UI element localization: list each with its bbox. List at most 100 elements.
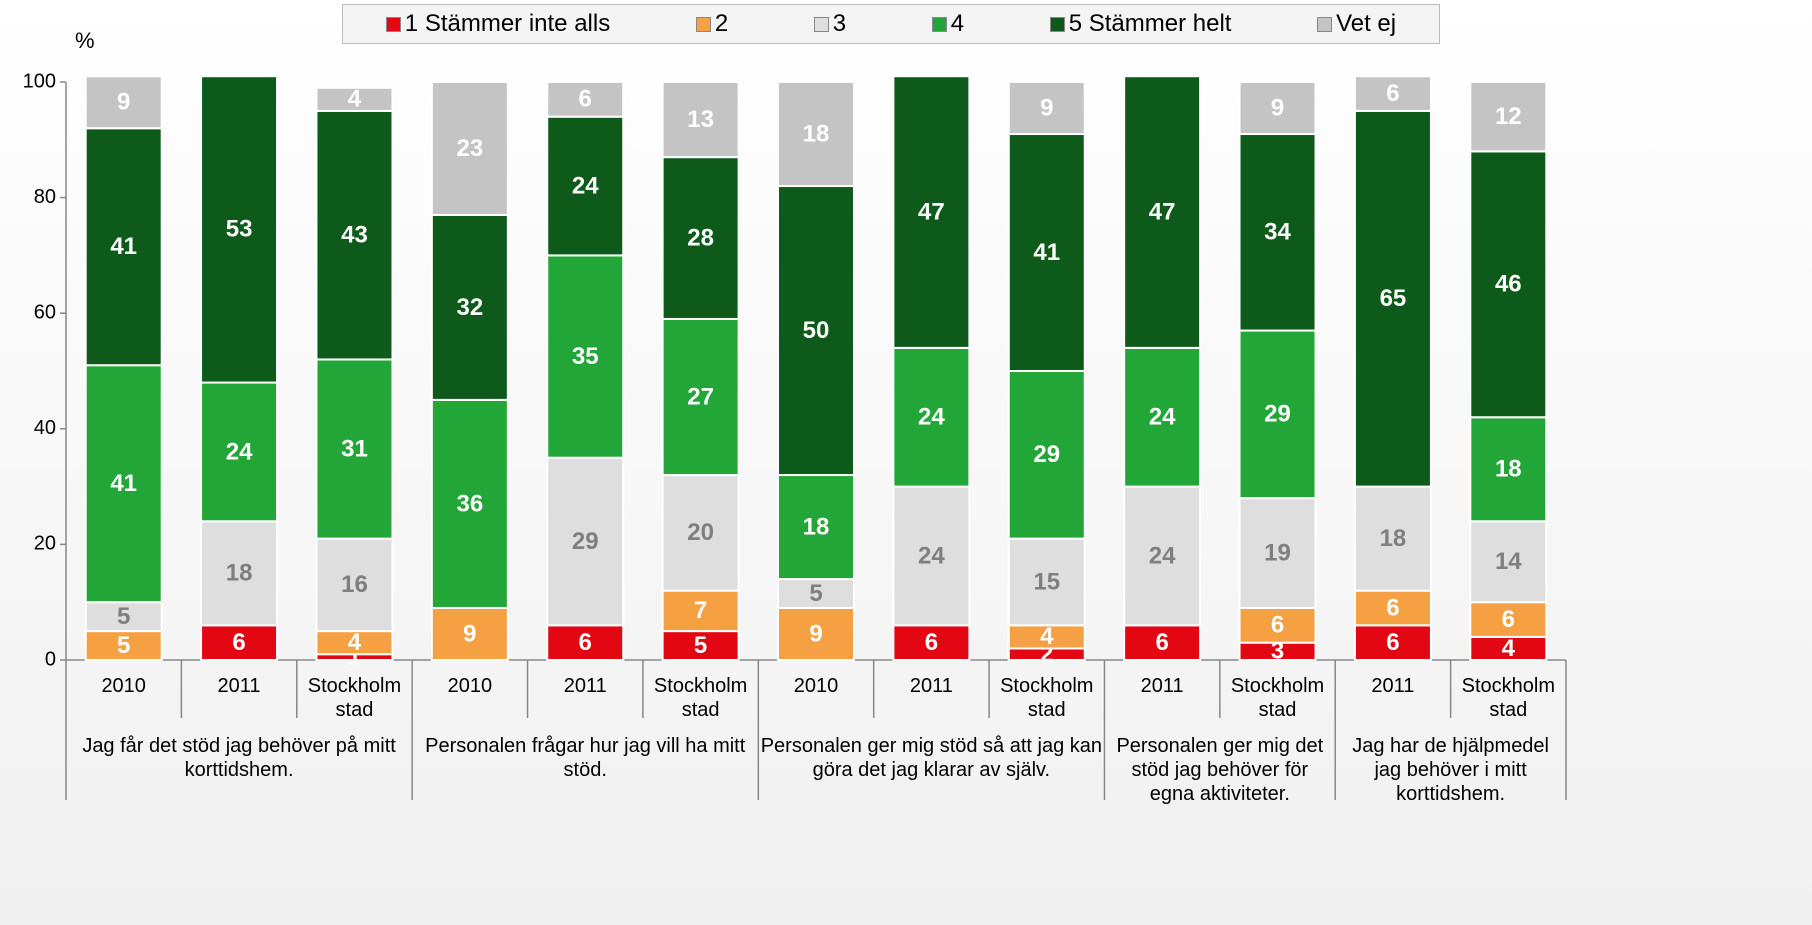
data-label: 6 xyxy=(579,629,592,656)
data-label: 6 xyxy=(579,86,592,113)
data-label: 34 xyxy=(1264,219,1291,246)
y-tick-label: 20 xyxy=(34,533,56,555)
data-label: 36 xyxy=(456,490,483,517)
data-label: 5 xyxy=(809,580,822,607)
x-tick-label: 2010 xyxy=(793,675,839,697)
data-label: 9 xyxy=(463,620,476,647)
x-tick-label: 2011 xyxy=(1371,675,1415,697)
x-tick-label: Stockholm stad xyxy=(1461,675,1555,721)
bar-segment xyxy=(430,606,509,661)
data-label: 24 xyxy=(572,172,599,199)
data-label: 43 xyxy=(341,222,368,249)
bar-segment xyxy=(200,520,279,627)
bar-segment xyxy=(1007,81,1086,136)
bar-segment xyxy=(84,630,163,661)
x-tick-label: 2011 xyxy=(217,675,261,697)
data-label: 6 xyxy=(1386,629,1399,656)
y-axis-label: % xyxy=(75,28,95,53)
data-label: 24 xyxy=(918,542,945,569)
data-label: 18 xyxy=(1380,525,1407,552)
data-label: 24 xyxy=(1149,404,1176,431)
bar-segment xyxy=(1238,606,1317,644)
bar-segment xyxy=(1123,346,1202,488)
data-label: 24 xyxy=(226,438,253,465)
data-label: 16 xyxy=(341,571,368,598)
data-label: 4 xyxy=(1502,635,1516,662)
data-label: 6 xyxy=(1155,629,1168,656)
legend-label: 5 Stämmer helt xyxy=(1068,10,1232,37)
group-label: Jag får det stöd jag behöver på mitt kor… xyxy=(82,735,396,781)
legend-label: 2 xyxy=(714,10,729,37)
data-label: 9 xyxy=(809,620,822,647)
data-label: 12 xyxy=(1495,103,1522,130)
group-label: Personalen ger mig det stöd jag behöver … xyxy=(1116,735,1324,805)
data-label: 4 xyxy=(348,86,362,113)
x-tick-label: Stockholm stad xyxy=(1000,675,1094,721)
data-label: 3 xyxy=(1271,638,1284,665)
data-label: 7 xyxy=(694,597,707,624)
data-label: 6 xyxy=(1502,606,1515,633)
bar-segment xyxy=(430,81,509,216)
data-label: 5 xyxy=(117,603,130,630)
data-label: 29 xyxy=(1033,441,1060,468)
bar-segment xyxy=(1238,329,1317,500)
data-label: 19 xyxy=(1264,539,1291,566)
bar-segment xyxy=(1123,485,1202,627)
legend-swatch xyxy=(931,16,947,32)
data-label: 65 xyxy=(1380,285,1407,312)
data-label: 15 xyxy=(1033,568,1060,595)
legend-label: 3 xyxy=(832,10,847,37)
x-tick-label: 2011 xyxy=(1140,675,1184,697)
bar-segment xyxy=(1353,485,1432,592)
bar-segment xyxy=(777,474,855,581)
bar-segment xyxy=(892,75,971,349)
group-label: Jag har de hjälpmedel jag behöver i mitt… xyxy=(1352,735,1549,805)
data-label: 6 xyxy=(1386,594,1399,621)
y-tick-label: 80 xyxy=(34,186,56,208)
data-label: 53 xyxy=(226,216,253,243)
bar-segment xyxy=(777,606,855,661)
y-tick-label: 100 xyxy=(23,70,56,92)
data-label: 41 xyxy=(110,233,137,260)
bar-segment xyxy=(1238,81,1317,136)
bar-segment xyxy=(1238,497,1317,609)
data-label: 9 xyxy=(1040,94,1053,121)
legend-swatch xyxy=(813,16,829,32)
bar-segment xyxy=(84,75,163,130)
data-label: 24 xyxy=(918,404,945,431)
data-label: 27 xyxy=(687,383,714,410)
legend-label: 4 xyxy=(950,10,965,37)
bar-segment xyxy=(661,81,740,159)
bar-segment xyxy=(546,115,625,257)
data-label: 18 xyxy=(1495,456,1522,483)
data-label: 28 xyxy=(687,224,714,251)
bar-segment xyxy=(1007,537,1086,627)
data-label: 24 xyxy=(1149,542,1176,569)
data-label: 32 xyxy=(456,294,483,321)
bar-segment xyxy=(84,127,163,367)
bar-segment xyxy=(661,474,740,592)
data-label: 13 xyxy=(687,106,714,133)
bar-segment xyxy=(315,86,394,112)
y-tick-label: 0 xyxy=(45,648,56,670)
data-label: 6 xyxy=(1386,80,1399,107)
x-tick-label: 2010 xyxy=(447,675,493,697)
bar-segment xyxy=(546,624,625,662)
data-label: 14 xyxy=(1495,548,1522,575)
data-label: 9 xyxy=(117,89,130,116)
legend-swatch xyxy=(695,16,711,32)
bar-segment xyxy=(546,81,625,118)
legend: 1 Stämmer inte alls 2 3 4 5 Stämmer helt Vet … xyxy=(342,4,1440,44)
bar-segment xyxy=(200,624,279,662)
legend-swatch xyxy=(1049,16,1065,32)
bar-segment xyxy=(1469,520,1548,604)
data-label: 6 xyxy=(1271,612,1284,639)
group-label: Personalen ger mig stöd så att jag kan g… xyxy=(760,735,1103,781)
data-label: 4 xyxy=(1040,623,1054,650)
bar-segment xyxy=(84,364,163,604)
bar-segment xyxy=(546,254,625,459)
bar-segment xyxy=(1469,416,1548,523)
data-label: 46 xyxy=(1495,271,1522,298)
bar-segment xyxy=(546,456,625,627)
